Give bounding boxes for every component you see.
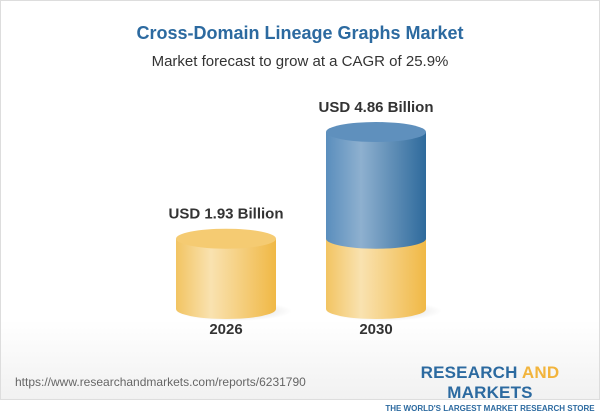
cylinder-top-2026 — [176, 228, 276, 249]
cylinder-body-growth-2030 — [326, 132, 426, 249]
logo-text-markets: MARKETS — [447, 383, 533, 402]
chart-subtitle: Market forecast to grow at a CAGR of 25.… — [151, 53, 449, 70]
report-url[interactable]: https://www.researchandmarkets.com/repor… — [15, 375, 306, 389]
cylinder-chart: USD 1.93 Billion 2026 USD 4.86 Billion 2030 — [168, 99, 442, 338]
logo-text-research: RESEARCH — [420, 363, 522, 382]
chart-title: Cross-Domain Lineage Graphs Market — [136, 23, 464, 43]
data-label-2030: USD 4.86 Billion — [318, 99, 433, 116]
research-and-markets-logo: RESEARCH AND MARKETS THE WORLD'S LARGEST… — [385, 363, 595, 413]
logo-tagline: THE WORLD'S LARGEST MARKET RESEARCH STOR… — [385, 404, 595, 413]
data-label-2026: USD 1.93 Billion — [168, 206, 283, 223]
category-label-2026: 2026 — [209, 321, 242, 338]
cylinder-body-base-2030 — [326, 238, 426, 319]
category-label-2030: 2030 — [359, 321, 392, 338]
cylinder-body-base-2026 — [176, 238, 276, 319]
cylinder-top-2030 — [326, 122, 426, 142]
logo-text-and: AND — [521, 363, 560, 382]
